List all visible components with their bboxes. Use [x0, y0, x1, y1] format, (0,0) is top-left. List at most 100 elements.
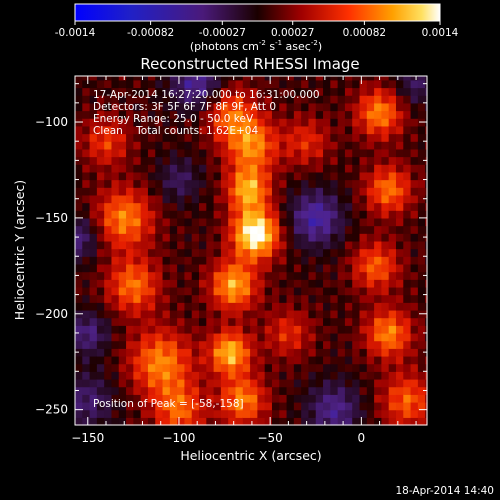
heatmap-cell — [425, 225, 428, 234]
heatmap-cell — [169, 233, 178, 242]
heatmap-cell — [155, 409, 164, 418]
heatmap-cell — [330, 248, 339, 257]
heatmap-cell — [184, 240, 193, 250]
heatmap-cell — [410, 156, 419, 165]
heatmap-cell — [374, 371, 383, 380]
heatmap-cell — [184, 355, 193, 365]
heatmap-cell — [344, 164, 353, 173]
heatmap-cell — [374, 95, 383, 104]
heatmap-cell — [133, 118, 142, 127]
heatmap-cell — [104, 417, 113, 426]
heatmap-cell — [147, 194, 156, 204]
heatmap-cell — [293, 102, 302, 112]
heatmap-cell — [315, 271, 324, 280]
heatmap-cell — [323, 371, 331, 380]
heatmap-cell — [344, 263, 353, 273]
heatmap-cell — [330, 256, 339, 265]
heatmap-cell — [388, 233, 397, 242]
heatmap-cell — [111, 363, 120, 372]
heatmap-cell — [271, 233, 280, 242]
heatmap-cell — [366, 271, 375, 280]
heatmap-cell — [279, 286, 288, 296]
heatmap-cell — [162, 263, 171, 273]
heatmap-cell — [279, 179, 288, 188]
heatmap-cell — [425, 179, 428, 188]
heatmap-cell — [271, 179, 280, 188]
heatmap-cell — [242, 371, 251, 380]
heatmap-cell — [410, 409, 419, 418]
heatmap-cell — [381, 148, 390, 158]
heatmap-cell — [279, 240, 288, 250]
heatmap-cell — [417, 240, 426, 250]
heatmap-cell — [271, 340, 280, 349]
heatmap-cell — [374, 286, 383, 296]
heatmap-cell — [403, 332, 412, 342]
heatmap-cell — [359, 233, 368, 242]
heatmap-cell — [410, 79, 419, 89]
heatmap-cell — [366, 102, 375, 112]
heatmap-cell — [293, 401, 302, 411]
heatmap-cell — [286, 164, 295, 173]
heatmap-cell — [220, 225, 229, 234]
heatmap-cell — [75, 102, 83, 112]
heatmap-cell — [133, 325, 142, 334]
heatmap-cell — [381, 240, 390, 250]
heatmap-cell — [286, 179, 295, 188]
heatmap-cell — [279, 156, 288, 165]
heatmap-cell — [366, 187, 375, 196]
heatmap-cell — [388, 248, 397, 257]
heatmap-cell — [75, 187, 83, 196]
heatmap-cell — [184, 248, 193, 257]
heatmap-cell — [417, 378, 426, 388]
heatmap-cell — [191, 348, 200, 357]
heatmap-cell — [352, 371, 361, 380]
heatmap-cell — [126, 148, 134, 158]
heatmap-cell — [286, 409, 295, 418]
heatmap-cell — [111, 240, 120, 250]
heatmap-cell — [425, 133, 428, 142]
heatmap-cell — [410, 256, 419, 265]
heatmap-cell — [118, 79, 127, 89]
heatmap-cell — [177, 79, 186, 89]
heatmap-cell — [308, 363, 317, 372]
heatmap-cell — [213, 409, 222, 418]
heatmap-cell — [235, 187, 244, 196]
heatmap-cell — [374, 240, 383, 250]
heatmap-cell — [301, 240, 310, 250]
heatmap-cell — [395, 156, 404, 165]
heatmap-cell — [257, 263, 266, 273]
heatmap-cell — [82, 210, 91, 219]
heatmap-cell — [206, 87, 215, 96]
heatmap-cell — [337, 302, 346, 311]
heatmap-cell — [169, 340, 178, 349]
heatmap-cell — [147, 141, 156, 150]
heatmap-cell — [235, 340, 244, 349]
heatmap-cell — [82, 125, 91, 135]
heatmap-cell — [286, 363, 295, 372]
heatmap-cell — [323, 76, 331, 81]
heatmap-cell — [337, 325, 346, 334]
heatmap-cell — [126, 210, 134, 219]
heatmap-cell — [235, 378, 244, 388]
heatmap-cell — [381, 279, 390, 288]
heatmap-cell — [155, 286, 164, 296]
heatmap-cell — [133, 133, 142, 142]
heatmap-cell — [388, 95, 397, 104]
heatmap-cell — [104, 118, 113, 127]
heatmap-cell — [359, 371, 368, 380]
heatmap-cell — [133, 317, 142, 326]
heatmap-cell — [177, 286, 186, 296]
heatmap-cell — [235, 417, 244, 426]
heatmap-cell — [286, 79, 295, 89]
heatmap-cell — [257, 248, 266, 257]
heatmap-cell — [140, 302, 149, 311]
heatmap-cell — [228, 348, 237, 357]
heatmap-cell — [271, 156, 280, 165]
heatmap-cell — [140, 87, 149, 96]
heatmap-cell — [235, 271, 244, 280]
heatmap-cell — [89, 156, 98, 165]
heatmap-cell — [410, 225, 419, 234]
heatmap-cell — [191, 394, 200, 403]
heatmap-cell — [388, 271, 397, 280]
heatmap-cell — [323, 141, 331, 150]
